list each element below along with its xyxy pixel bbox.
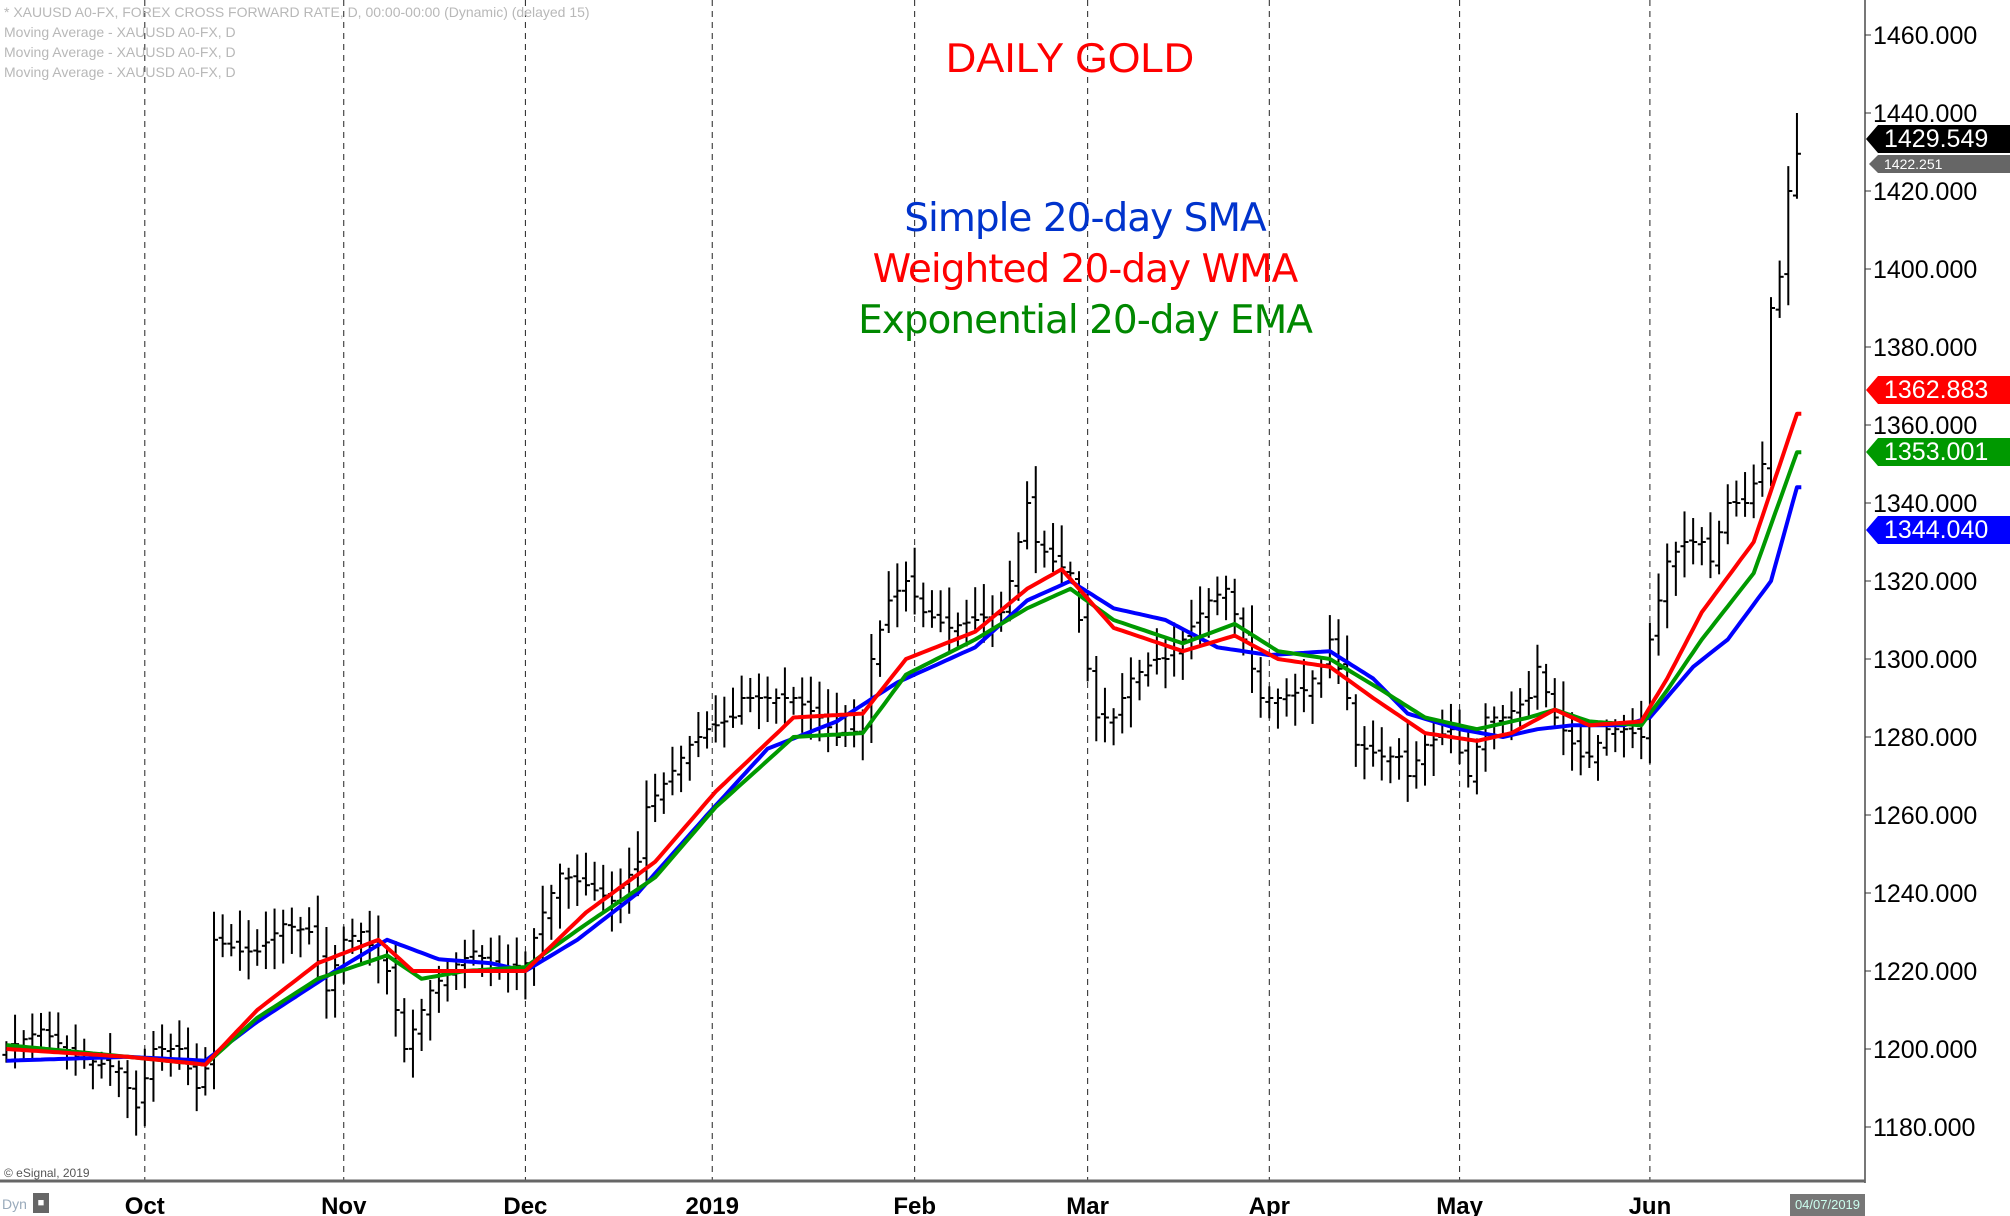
sma-value-tag: 1344.040 bbox=[1866, 516, 2010, 544]
cursor-date: 04/07/2019 bbox=[1790, 1194, 1865, 1216]
y-tick-label: 1400.000 bbox=[1873, 256, 1977, 284]
y-tick-label: 1220.000 bbox=[1873, 958, 1977, 986]
ma-header-3: Moving Average - XAUUSD A0-FX, D bbox=[4, 64, 236, 80]
lock-icon[interactable]: ■ bbox=[33, 1193, 49, 1213]
x-tick-label: Mar bbox=[1066, 1193, 1109, 1216]
y-tick-label: 1260.000 bbox=[1873, 802, 1977, 830]
x-tick-label: Nov bbox=[321, 1193, 367, 1216]
ma-header-2: Moving Average - XAUUSD A0-FX, D bbox=[4, 44, 236, 60]
symbol-header: * XAUUSD A0-FX, FOREX CROSS FORWARD RATE… bbox=[4, 4, 590, 20]
chart-title: DAILY GOLD bbox=[945, 34, 1195, 81]
ema-value-tag: 1353.001 bbox=[1866, 438, 2010, 466]
y-tick-label: 1460.000 bbox=[1873, 22, 1977, 50]
legend-wma: Weighted 20-day WMA bbox=[872, 247, 1299, 292]
y-tick-label: 1200.000 bbox=[1873, 1036, 1977, 1064]
y-tick-label: 1440.000 bbox=[1873, 100, 1977, 128]
sma-line bbox=[6, 485, 1802, 1063]
x-tick-label: Feb bbox=[893, 1193, 936, 1216]
y-tick-label: 1180.000 bbox=[1873, 1114, 1975, 1142]
dynamic-toggle[interactable]: Dyn bbox=[2, 1196, 27, 1212]
moving-averages bbox=[6, 411, 1802, 1067]
x-tick-label: Dec bbox=[503, 1193, 547, 1216]
y-tick-label: 1240.000 bbox=[1873, 880, 1977, 908]
x-tick-label: Jun bbox=[1629, 1193, 1672, 1216]
y-tick-label: 1320.000 bbox=[1873, 568, 1977, 596]
ema-line bbox=[6, 450, 1802, 1067]
y-tick-label: 1340.000 bbox=[1873, 490, 1977, 518]
copyright: © eSignal, 2019 bbox=[4, 1166, 90, 1180]
legend-ema: Exponential 20-day EMA bbox=[858, 298, 1313, 343]
x-tick-label: Oct bbox=[125, 1193, 165, 1216]
price-bars bbox=[2, 113, 1801, 1136]
wma-line bbox=[6, 411, 1802, 1067]
x-tick-label: May bbox=[1436, 1193, 1483, 1216]
y-tick-label: 1420.000 bbox=[1873, 178, 1977, 206]
y-tick-label: 1380.000 bbox=[1873, 334, 1977, 362]
ma-header-1: Moving Average - XAUUSD A0-FX, D bbox=[4, 24, 236, 40]
x-tick-label: Apr bbox=[1249, 1193, 1290, 1216]
x-tick-label: 2019 bbox=[686, 1193, 739, 1216]
y-tick-label: 1280.000 bbox=[1873, 724, 1977, 752]
legend-sma: Simple 20-day SMA bbox=[904, 196, 1266, 241]
last-price-tag: 1429.549 bbox=[1866, 125, 2010, 153]
wma-value-tag: 1362.883 bbox=[1866, 376, 2010, 404]
y-tick-label: 1300.000 bbox=[1873, 646, 1977, 674]
y-tick-label: 1360.000 bbox=[1873, 412, 1977, 440]
prev-price-tag: 1422.251 bbox=[1869, 155, 2010, 173]
